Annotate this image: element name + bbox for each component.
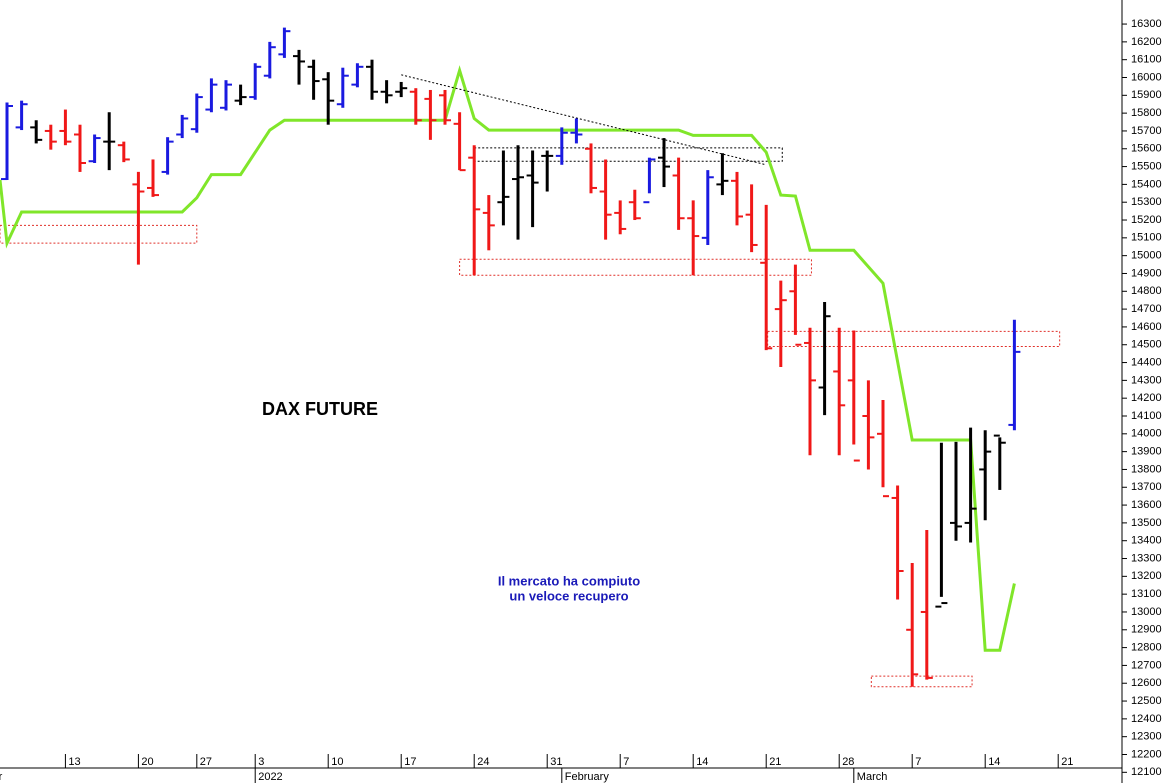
x-tick-label: 3	[258, 756, 264, 768]
y-tick-label: 15900	[1131, 89, 1162, 101]
y-tick-label: 13400	[1131, 535, 1162, 547]
y-tick-label: 14400	[1131, 356, 1162, 368]
trend-line	[401, 74, 767, 166]
x-tick-label: 10	[331, 756, 343, 768]
y-tick-label: 15200	[1131, 214, 1162, 226]
y-tick-label: 16000	[1131, 71, 1162, 83]
x-tick-label: 24	[477, 756, 489, 768]
x-tick-label: 20	[141, 756, 153, 768]
zone	[0, 224, 198, 244]
x-tick-label: 28	[842, 756, 854, 768]
x-tick-label: 21	[769, 756, 781, 768]
y-tick-label: 14700	[1131, 303, 1162, 315]
zone	[767, 330, 1061, 348]
y-tick-label: 12700	[1131, 659, 1162, 671]
y-tick-label: 13800	[1131, 463, 1162, 475]
y-tick-label: 13300	[1131, 552, 1162, 564]
zone	[870, 675, 973, 688]
y-tick-label: 12400	[1131, 713, 1162, 725]
annotation: Il mercato ha compiuto	[498, 573, 640, 588]
y-tick-label: 13200	[1131, 570, 1162, 582]
x-tick-label: 14	[696, 756, 708, 768]
y-tick-label: 15500	[1131, 160, 1162, 172]
chart-title: DAX FUTURE	[262, 399, 378, 419]
y-tick-label: 12800	[1131, 642, 1162, 654]
y-tick-label: 15000	[1131, 250, 1162, 262]
x-tick-label: 7	[623, 756, 629, 768]
x-tick-label: 14	[988, 756, 1000, 768]
y-tick-label: 16100	[1131, 54, 1162, 66]
x-tick-label: 17	[404, 756, 416, 768]
y-tick-label: 12600	[1131, 677, 1162, 689]
y-tick-label: 14300	[1131, 374, 1162, 386]
y-tick-label: 14500	[1131, 339, 1162, 351]
y-tick-label: 15400	[1131, 178, 1162, 190]
y-tick-label: 13600	[1131, 499, 1162, 511]
x-tick-label: 31	[550, 756, 562, 768]
y-tick-label: 14800	[1131, 285, 1162, 297]
y-tick-label: 12900	[1131, 624, 1162, 636]
y-tick-label: 14900	[1131, 267, 1162, 279]
y-tick-label: 14100	[1131, 410, 1162, 422]
y-tick-label: 14600	[1131, 321, 1162, 333]
indicator-line	[0, 65, 1016, 652]
x-tick-label: 13	[68, 756, 80, 768]
y-tick-label: 12500	[1131, 695, 1162, 707]
x-tick-label: 21	[1061, 756, 1073, 768]
annotation: un veloce recupero	[509, 588, 628, 603]
y-tick-label: 16200	[1131, 36, 1162, 48]
y-tick-label: 14200	[1131, 392, 1162, 404]
y-tick-label: 13100	[1131, 588, 1162, 600]
month-label: March	[857, 771, 888, 783]
y-tick-label: 12200	[1131, 748, 1162, 760]
y-tick-label: 16300	[1131, 18, 1162, 30]
y-tick-label: 13500	[1131, 517, 1162, 529]
y-tick-label: 14000	[1131, 428, 1162, 440]
y-tick-label: 15100	[1131, 232, 1162, 244]
y-tick-label: 15800	[1131, 107, 1162, 119]
x-tick-label: 27	[200, 756, 212, 768]
month-label: December	[0, 771, 3, 783]
month-label: 2022	[258, 771, 282, 783]
y-tick-label: 12300	[1131, 731, 1162, 743]
y-tick-label: 15300	[1131, 196, 1162, 208]
y-tick-label: 13900	[1131, 446, 1162, 458]
y-tick-label: 13700	[1131, 481, 1162, 493]
month-label: February	[565, 771, 610, 783]
y-tick-label: 12100	[1131, 766, 1162, 778]
x-tick-label: 7	[915, 756, 921, 768]
y-tick-label: 15700	[1131, 125, 1162, 137]
y-tick-label: 13000	[1131, 606, 1162, 618]
y-tick-label: 15600	[1131, 143, 1162, 155]
